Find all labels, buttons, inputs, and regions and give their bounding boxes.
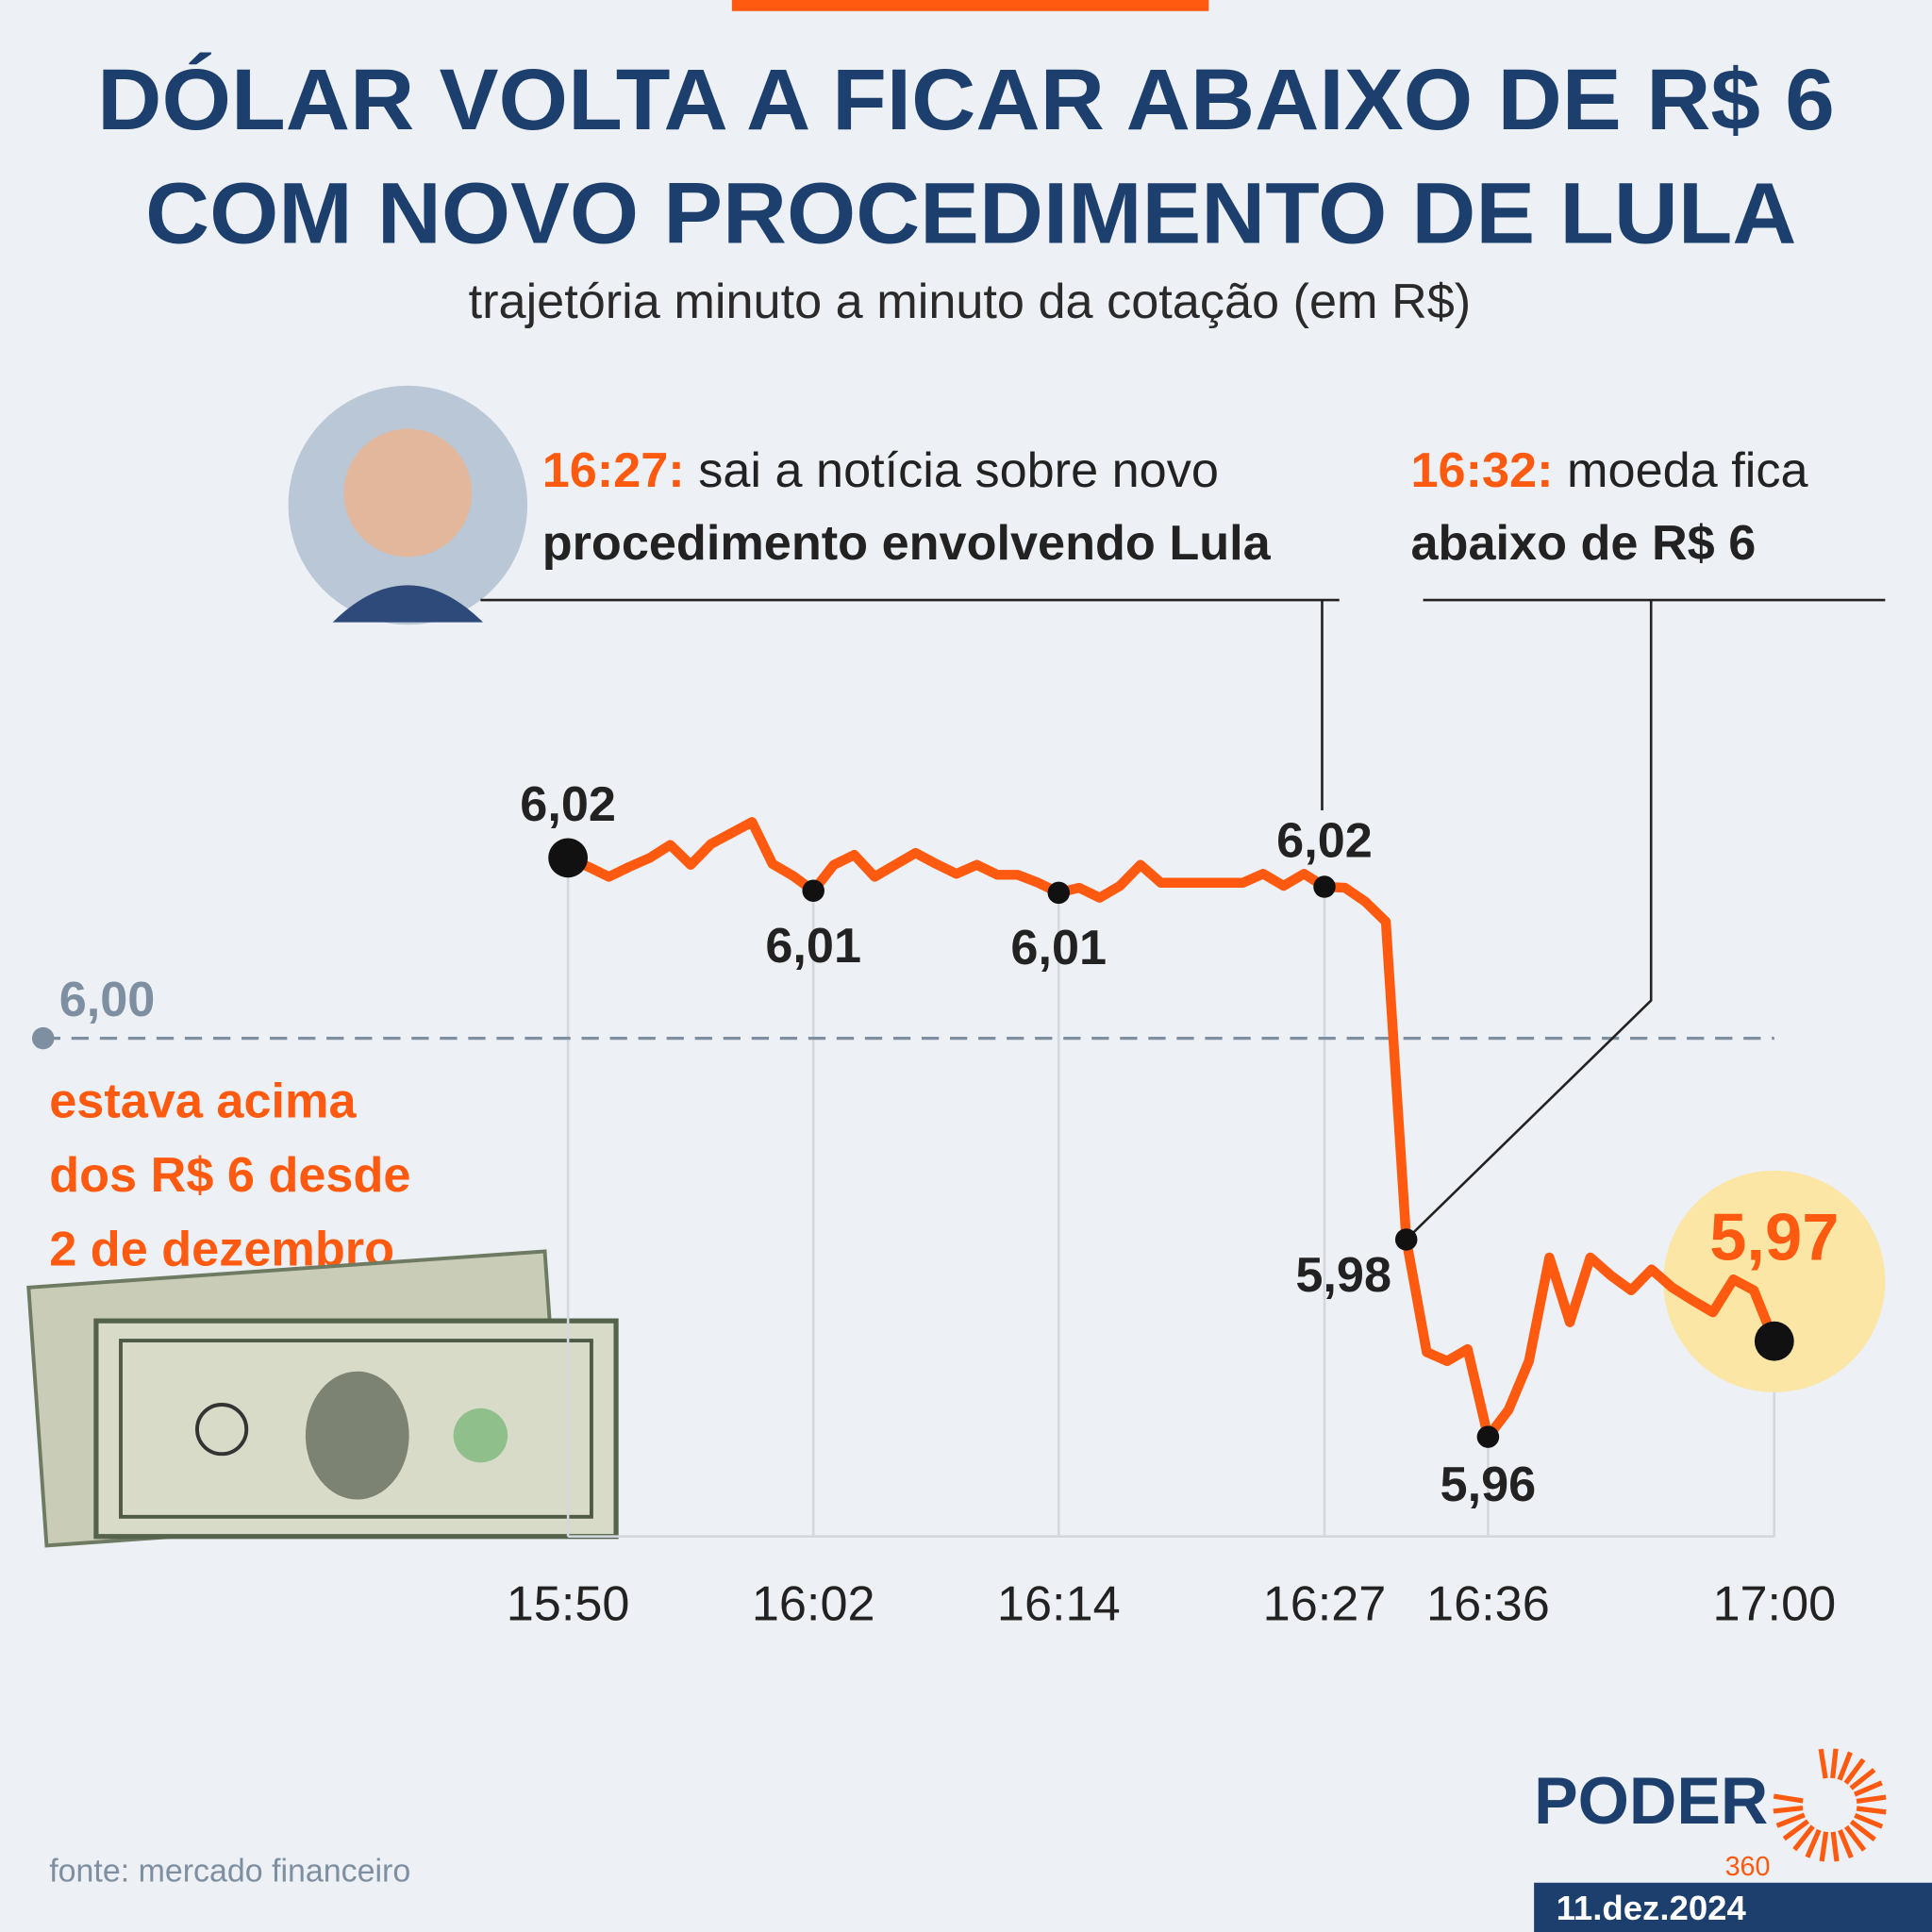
x-tick-label: 16:14 [997, 1577, 1121, 1632]
annotation-text: moeda fica [1567, 443, 1808, 498]
sun-ray [1818, 1748, 1828, 1779]
annotation-text: sai a notícia sobre novo [698, 443, 1219, 498]
point-marker [1313, 875, 1336, 898]
bill-portrait [305, 1371, 409, 1500]
reference-label: 6,00 [59, 973, 156, 1027]
x-tick-label: 15:50 [507, 1577, 630, 1632]
sun-ray [1773, 1793, 1804, 1804]
sun-ray [1837, 1751, 1853, 1781]
note-line: estava acima [49, 1074, 357, 1129]
date-bar [1534, 1882, 1932, 1932]
top-bar [731, 0, 1209, 11]
dollar-bills [26, 1249, 619, 1548]
sun-ray [1849, 1819, 1876, 1842]
sun-ray [1782, 1819, 1810, 1841]
logo-number: 360 [1725, 1852, 1771, 1882]
reference-dot [31, 1026, 55, 1050]
point-marker [1394, 1228, 1418, 1251]
source: fonte: mercado financeiro [49, 1853, 410, 1889]
bill-seal [453, 1407, 508, 1463]
highlight [1663, 1170, 1886, 1392]
annotation-time: 16:27: [542, 443, 685, 498]
portrait-face [343, 428, 473, 558]
annotation-bold: procedimento envolvendo Lula [542, 516, 1272, 571]
sun-ray [1819, 1831, 1829, 1862]
point-marker [802, 879, 824, 902]
annotation: 16:27: sai a notícia sobre novo [542, 443, 1219, 498]
sun-ray [1843, 1824, 1867, 1852]
annotation-bold: abaixo de R$ 6 [1411, 516, 1757, 571]
sun-ray [1849, 1768, 1876, 1790]
sun-ray [1830, 1748, 1839, 1779]
sun-ray [1830, 1831, 1840, 1862]
point-marker [1476, 1425, 1500, 1448]
value-label: 6,02 [520, 777, 616, 832]
bill-border [119, 1339, 593, 1519]
value-label: 6,02 [1276, 814, 1373, 869]
sun-ray [1773, 1805, 1804, 1814]
point-marker [548, 838, 589, 878]
value-label: 6,01 [1010, 921, 1107, 975]
value-label: 5,96 [1441, 1457, 1537, 1512]
sun-ray [1853, 1780, 1883, 1797]
point-marker [1047, 881, 1071, 905]
sun-ray [1843, 1757, 1866, 1785]
logo-sun [1773, 1748, 1887, 1862]
title-line: DÓLAR VOLTA A FICAR ABAIXO DE R$ 6 [97, 52, 1835, 148]
x-tick-label: 17:00 [1712, 1577, 1836, 1632]
sun-ray [1805, 1828, 1822, 1858]
value-label: 6,01 [765, 919, 861, 974]
logo-name: PODER [1534, 1763, 1768, 1838]
sun-ray [1792, 1824, 1815, 1852]
portrait-body [332, 585, 483, 623]
line [566, 817, 1779, 1442]
title-line: COM NOVO PROCEDIMENTO DE LULA [145, 165, 1796, 261]
x-tick-label: 16:36 [1426, 1577, 1550, 1632]
value-label: 5,98 [1295, 1248, 1391, 1303]
point-marker [1754, 1321, 1794, 1361]
annotation: 16:32: moeda fica [1411, 443, 1809, 498]
value-label: 5,97 [1709, 1199, 1839, 1274]
annotation-time: 16:32: [1411, 443, 1554, 498]
sun-ray [1856, 1806, 1887, 1815]
date: 11.dez.2024 [1557, 1889, 1747, 1927]
subtitle: trajetória minuto a minuto da cotação (e… [469, 275, 1472, 329]
sun-ray [1854, 1812, 1884, 1829]
x-tick-label: 16:27 [1263, 1577, 1387, 1632]
x-tick-label: 16:02 [752, 1577, 875, 1632]
sun-ray [1775, 1812, 1806, 1828]
note-line: dos R$ 6 desde [49, 1148, 410, 1203]
sun-ray [1838, 1829, 1854, 1859]
sun-ray [1856, 1794, 1887, 1805]
bill-seal [195, 1403, 249, 1457]
callout-line [1405, 600, 1653, 1241]
